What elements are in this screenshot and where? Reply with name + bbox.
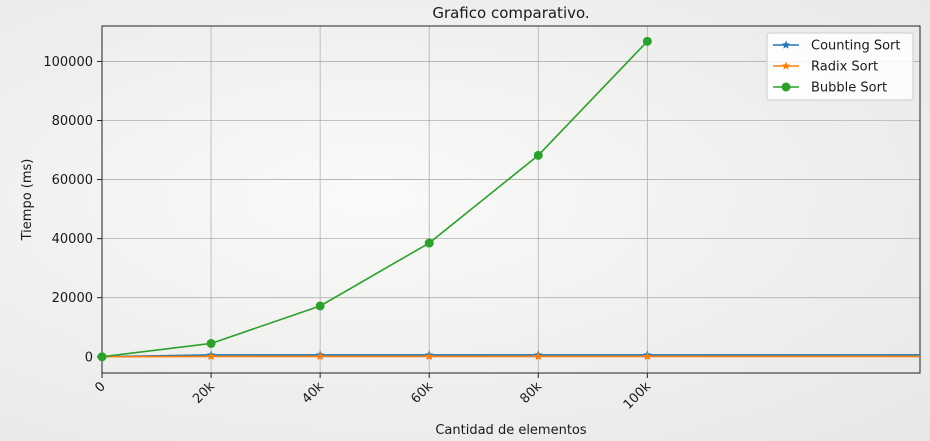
data-point: [533, 150, 543, 160]
data-point: [533, 351, 543, 361]
chart-title: Grafico comparativo.: [432, 4, 589, 22]
data-point: [315, 301, 325, 311]
data-point: [315, 351, 325, 361]
series-line: [101, 40, 648, 358]
data-point: [781, 82, 791, 92]
legend-label: Counting Sort: [811, 39, 901, 54]
y-tick-label: 20000: [52, 291, 93, 306]
data-point: [643, 351, 652, 361]
x-axis-label: Cantidad de elementos: [435, 423, 587, 438]
x-tick-label: 40k: [299, 379, 327, 407]
y-axis: 0 20000 40000 60000 80000 100000: [43, 55, 102, 365]
data-point: [206, 338, 216, 348]
legend-label: Bubble Sort: [811, 81, 887, 96]
legend-box: [766, 32, 914, 101]
series-layer: [97, 36, 920, 362]
series-counting-sort: [97, 350, 920, 361]
x-tick-label: 60k: [408, 379, 436, 407]
y-tick-label: 0: [85, 350, 93, 365]
legend: Counting Sort Radix Sort Bubble Sort: [766, 32, 914, 101]
y-tick-label: 100000: [43, 55, 93, 70]
x-tick-label: 0: [92, 379, 108, 395]
data-point: [781, 61, 791, 70]
data-point: [781, 40, 791, 49]
data-point: [424, 351, 434, 361]
y-tick-label: 60000: [52, 173, 93, 188]
grid: [101, 26, 920, 373]
plot-area: [101, 25, 921, 374]
x-tick-label: 80k: [517, 379, 545, 407]
series-radix-sort: [97, 351, 920, 361]
data-point: [206, 351, 216, 361]
y-tick-label: 80000: [52, 114, 93, 129]
x-tick-label: 20k: [190, 379, 218, 407]
data-point: [642, 36, 652, 46]
data-point: [424, 238, 434, 248]
legend-label: Radix Sort: [811, 60, 878, 75]
y-tick-label: 40000: [52, 232, 93, 247]
x-axis: 0 20k 40k 60k 80k 100k: [92, 373, 654, 413]
data-point: [97, 352, 107, 362]
series-bubble-sort: [97, 36, 652, 362]
y-axis-label: Tiempo (ms): [20, 159, 35, 242]
x-tick-label: 100k: [621, 379, 655, 413]
